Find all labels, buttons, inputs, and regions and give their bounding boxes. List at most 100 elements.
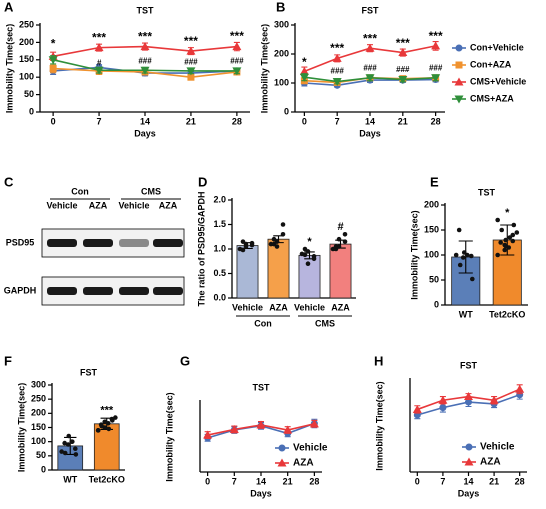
y-tick-label: 200 [424, 199, 439, 209]
x-tick-label: Vehicle [232, 302, 263, 312]
data-point [240, 239, 246, 244]
data-point [510, 238, 516, 244]
marker [464, 392, 473, 401]
data-point [106, 426, 112, 432]
annotation: *** [138, 29, 152, 43]
x-tick-label: 21 [489, 476, 499, 486]
y-tick-label: 50 [36, 450, 46, 460]
marker [299, 66, 309, 75]
annotation: *** [184, 34, 198, 48]
annotation: *** [396, 36, 410, 50]
y-tick-label: 150 [424, 224, 439, 234]
x-axis-label: Days [134, 128, 156, 138]
marker [283, 425, 293, 434]
x-tick-label: AZA [331, 302, 350, 312]
y-tick-label: 100 [31, 436, 46, 446]
x-tick-label: Tet2cKO [489, 309, 525, 319]
blot-band [153, 239, 183, 247]
annotation: * [51, 36, 56, 50]
marker [454, 95, 464, 104]
marker [515, 384, 525, 393]
y-tick-label: 200 [274, 48, 289, 58]
data-point [95, 428, 101, 433]
y-tick-label: 150 [19, 54, 34, 64]
data-point [499, 227, 505, 233]
y-tick-label: 100 [424, 249, 439, 259]
data-point [105, 420, 111, 426]
x-tick-label: 0 [302, 116, 307, 126]
legend-label: Con+AZA [470, 59, 512, 69]
data-point [495, 252, 500, 258]
x-axis-label: Days [458, 488, 480, 498]
data-point [73, 452, 79, 457]
x-tick-label: WT [63, 474, 77, 484]
data-point [69, 439, 75, 444]
y-tick-label: 1.5 [213, 219, 226, 229]
marker [49, 65, 57, 72]
data-point [59, 449, 64, 454]
data-point [280, 232, 286, 237]
marker [232, 42, 242, 51]
legend-label: AZA [293, 458, 314, 469]
blot-band [47, 287, 77, 295]
panel-label: A [4, 0, 14, 14]
legend-label: CMS+AZA [470, 93, 514, 103]
panel-label: G [180, 353, 190, 368]
y-tick-label: 200 [19, 37, 34, 47]
y-axis-label: Immobility Time(sec) [164, 392, 174, 481]
legend-label: Vehicle [293, 443, 328, 454]
annotation: * [302, 55, 307, 69]
x-tick-label: 14 [256, 476, 266, 486]
chart-title: FST [80, 367, 98, 377]
marker [438, 395, 448, 404]
y-axis-label: Immobility Time(sec) [16, 383, 26, 472]
y-tick-label: 50 [429, 274, 439, 284]
data-point [271, 241, 277, 247]
x-tick-label: 21 [186, 116, 196, 126]
x-tick-label: WT [459, 309, 473, 319]
marker [439, 404, 447, 412]
data-point [271, 236, 277, 242]
x-tick-label: 0 [51, 116, 56, 126]
x-tick-label: AZA [269, 302, 288, 312]
panel-label: H [374, 353, 383, 368]
y-tick-label: 150 [31, 422, 46, 432]
data-point [302, 246, 308, 252]
marker [229, 424, 239, 433]
data-point [113, 415, 118, 420]
annotation: *** [429, 29, 443, 43]
panel-label: D [198, 174, 207, 189]
marker [94, 66, 104, 75]
row-label: PSD95 [6, 237, 35, 247]
legend-label: Vehicle [480, 442, 515, 453]
data-point [470, 276, 475, 282]
marker [365, 43, 375, 52]
x-tick-label: Vehicle [294, 302, 325, 312]
marker [465, 443, 473, 451]
y-tick-label: 0.5 [213, 268, 226, 278]
chart-title: FST [362, 5, 380, 15]
data-point [511, 222, 517, 228]
lane-label: Vehicle [46, 200, 77, 210]
x-axis-label: Days [359, 128, 381, 138]
annotation: ### [331, 67, 345, 76]
marker [431, 74, 441, 83]
annotation: *** [100, 404, 114, 416]
x-tick-label: 21 [283, 476, 293, 486]
y-axis-label: Immobility Time(sec) [4, 24, 14, 113]
group-label: Con [71, 186, 89, 196]
chart-title: TST [478, 187, 496, 197]
data-point [72, 446, 78, 452]
data-point [464, 252, 470, 258]
data-point [503, 237, 509, 243]
annotation: ### [429, 64, 443, 73]
blot-band [153, 287, 183, 295]
chart-title: TST [253, 382, 271, 392]
x-tick-label: 7 [97, 116, 102, 126]
blot-band [47, 239, 77, 247]
marker [332, 78, 342, 87]
x-axis-label: Days [250, 488, 272, 498]
y-tick-label: 300 [274, 19, 289, 29]
data-point [498, 240, 503, 245]
x-tick-label: 7 [335, 116, 340, 126]
